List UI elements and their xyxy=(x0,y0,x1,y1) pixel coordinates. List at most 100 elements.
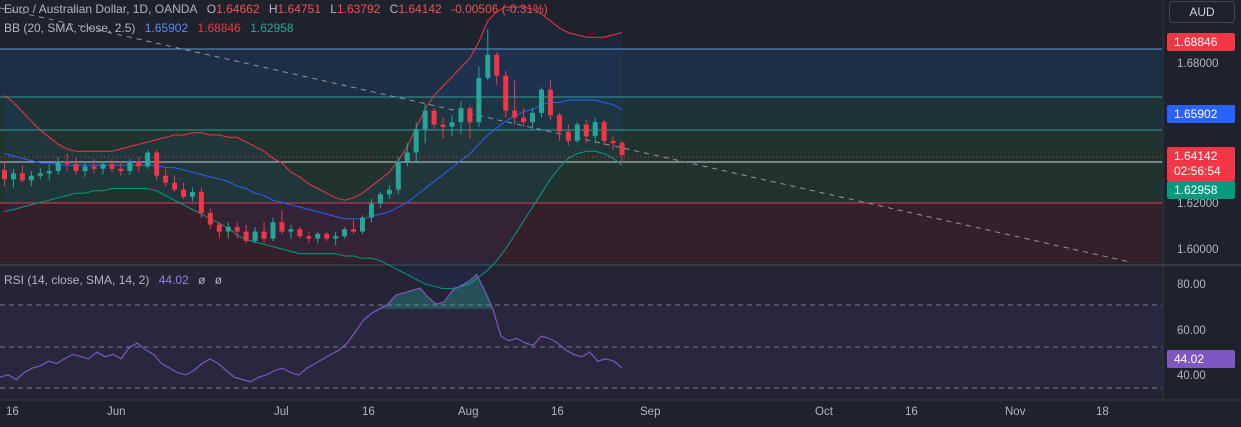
candle[interactable] xyxy=(261,222,267,244)
candle[interactable] xyxy=(2,161,7,187)
rsi-extra-1: ø xyxy=(198,273,206,287)
candle[interactable] xyxy=(601,119,607,146)
candle[interactable] xyxy=(583,119,589,144)
candle[interactable] xyxy=(574,122,580,144)
candle-body xyxy=(127,161,133,172)
candle-body xyxy=(198,192,204,213)
candle[interactable] xyxy=(458,101,464,134)
bb-basis-line[interactable] xyxy=(4,99,623,220)
time-tick-label: 16 xyxy=(905,406,918,418)
candle[interactable] xyxy=(360,215,365,234)
symbol-title[interactable]: Euro / Australian Dollar, 1D, OANDA xyxy=(4,2,198,16)
candle[interactable] xyxy=(413,122,419,162)
candle[interactable] xyxy=(619,140,625,164)
bb-lower-line[interactable] xyxy=(4,150,623,290)
descending-trendline[interactable] xyxy=(0,7,1131,263)
rsi-legend[interactable]: RSI (14, close, SMA, 14, 2) 44.02 ø ø xyxy=(4,273,228,287)
candle-body xyxy=(315,233,321,239)
candle[interactable] xyxy=(127,159,133,175)
candle[interactable] xyxy=(297,226,303,239)
candle[interactable] xyxy=(55,157,61,175)
candle[interactable] xyxy=(324,231,330,241)
candle[interactable] xyxy=(189,187,195,202)
candle[interactable] xyxy=(19,165,25,183)
candle[interactable] xyxy=(610,136,616,151)
candle[interactable] xyxy=(386,185,392,199)
candle[interactable] xyxy=(395,157,401,195)
bb-title[interactable]: BB (20, SMA, close, 2.5) xyxy=(4,21,136,35)
candle[interactable] xyxy=(100,161,106,175)
candle[interactable] xyxy=(46,164,52,181)
candle[interactable] xyxy=(512,80,518,125)
candle[interactable] xyxy=(342,226,348,239)
candle[interactable] xyxy=(476,66,482,127)
candle[interactable] xyxy=(467,105,473,139)
candle[interactable] xyxy=(485,29,491,81)
candle[interactable] xyxy=(565,124,571,146)
candle[interactable] xyxy=(225,222,231,239)
candle[interactable] xyxy=(118,161,124,176)
candle-body xyxy=(583,124,589,137)
candle[interactable] xyxy=(404,143,410,167)
currency-button[interactable]: AUD xyxy=(1169,1,1235,23)
candle-body xyxy=(145,152,151,167)
candle[interactable] xyxy=(136,157,142,173)
candle[interactable] xyxy=(592,117,598,144)
candle-body xyxy=(368,203,374,218)
candle[interactable] xyxy=(145,150,151,169)
candle[interactable] xyxy=(422,103,428,144)
candle[interactable] xyxy=(440,117,446,139)
last-price-tag: 1.64142 02:56:54 xyxy=(1167,147,1235,181)
candle-body xyxy=(10,173,16,180)
candle-body xyxy=(234,226,240,232)
bb-upper-line[interactable] xyxy=(4,6,623,201)
close-value: 1.64142 xyxy=(398,2,442,16)
candle[interactable] xyxy=(503,70,509,118)
candle[interactable] xyxy=(181,182,186,199)
candle[interactable] xyxy=(10,168,16,188)
candle[interactable] xyxy=(315,231,321,244)
candles-layer[interactable] xyxy=(2,29,625,246)
candle[interactable] xyxy=(91,159,97,174)
candle[interactable] xyxy=(252,226,258,244)
candle[interactable] xyxy=(539,87,544,118)
candle[interactable] xyxy=(154,150,160,181)
candle[interactable] xyxy=(198,187,204,218)
candle[interactable] xyxy=(82,161,88,177)
candle[interactable] xyxy=(368,198,374,223)
candle[interactable] xyxy=(351,219,357,234)
candle[interactable] xyxy=(172,175,178,193)
candle-body xyxy=(521,117,527,123)
symbol-legend[interactable]: Euro / Australian Dollar, 1D, OANDA O1.6… xyxy=(4,2,554,16)
candle[interactable] xyxy=(288,224,294,239)
candle[interactable] xyxy=(521,108,527,127)
candle[interactable] xyxy=(333,231,339,246)
candle[interactable] xyxy=(547,80,553,120)
candle[interactable] xyxy=(530,108,536,130)
candle[interactable] xyxy=(556,112,562,141)
candle[interactable] xyxy=(207,208,213,230)
candle[interactable] xyxy=(163,168,169,187)
candle[interactable] xyxy=(109,159,115,173)
candle[interactable] xyxy=(377,192,383,209)
candle-body xyxy=(619,142,625,156)
candle[interactable] xyxy=(73,157,79,175)
candle[interactable] xyxy=(306,231,312,244)
rsi-tick-label: 60.00 xyxy=(1177,324,1206,337)
candle[interactable] xyxy=(494,52,500,85)
candle[interactable] xyxy=(431,108,437,130)
candle[interactable] xyxy=(216,222,222,239)
rsi-line[interactable] xyxy=(0,273,623,383)
rsi-title[interactable]: RSI (14, close, SMA, 14, 2) xyxy=(4,273,150,287)
candle[interactable] xyxy=(270,217,276,241)
candle[interactable] xyxy=(234,222,240,239)
change-value: -0.00506 (-0.31%) xyxy=(451,2,548,16)
candle[interactable] xyxy=(64,153,70,172)
candle[interactable] xyxy=(243,224,249,244)
candle[interactable] xyxy=(449,115,455,137)
candle[interactable] xyxy=(37,167,43,180)
candle[interactable] xyxy=(279,210,285,234)
candle[interactable] xyxy=(28,171,34,187)
bb-legend[interactable]: BB (20, SMA, close, 2.5) 1.65902 1.68846… xyxy=(4,21,300,35)
